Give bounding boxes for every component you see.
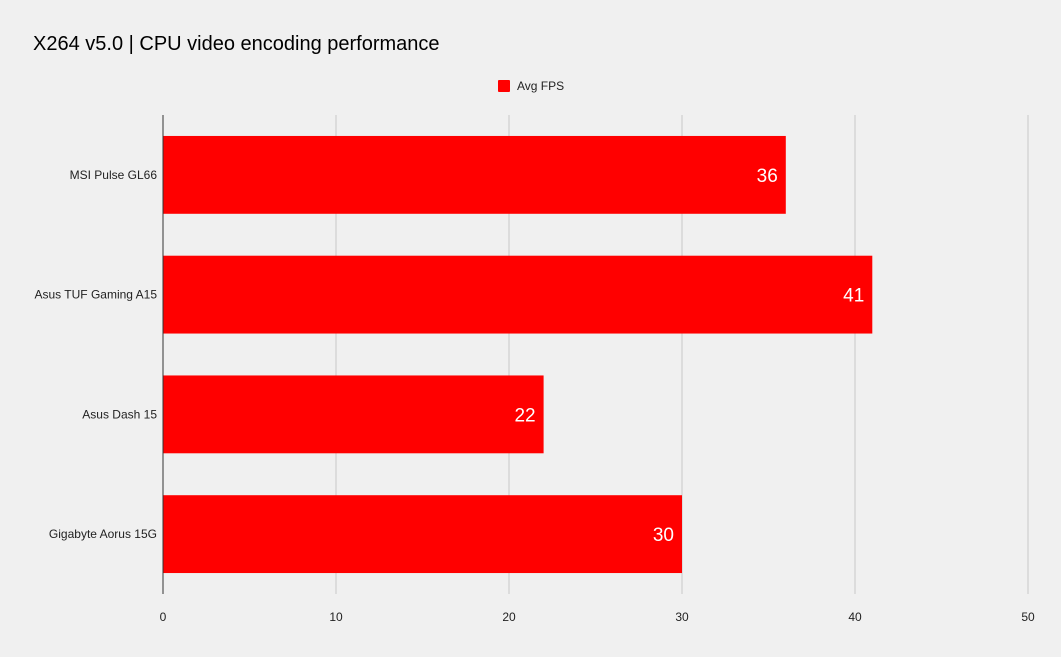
legend-label: Avg FPS xyxy=(517,79,564,93)
category-labels: MSI Pulse GL66 Asus TUF Gaming A15 Asus Da… xyxy=(35,168,158,541)
category-label: MSI Pulse GL66 xyxy=(70,168,158,182)
legend: Avg FPS xyxy=(498,79,564,93)
x-tick-label: 30 xyxy=(675,610,689,624)
bar xyxy=(163,135,786,214)
x-tick-label: 10 xyxy=(329,610,343,624)
category-label: Gigabyte Aorus 15G xyxy=(49,527,157,541)
data-label: 30 xyxy=(653,525,674,546)
data-label: 41 xyxy=(843,286,864,307)
data-label: 36 xyxy=(757,166,778,187)
category-label: Asus TUF Gaming A15 xyxy=(35,288,158,302)
x-tick-label: 0 xyxy=(160,610,167,624)
category-label: Asus Dash 15 xyxy=(82,407,157,421)
bar xyxy=(163,255,873,334)
bars: 36 41 22 30 xyxy=(163,135,873,574)
data-label: 22 xyxy=(514,405,535,426)
chart-title: X264 v5.0 | CPU video encoding performan… xyxy=(33,33,440,55)
x-tick-label: 40 xyxy=(848,610,862,624)
x-tick-label: 50 xyxy=(1021,610,1035,624)
legend-swatch xyxy=(498,80,510,92)
bar xyxy=(163,495,682,574)
x-tick-label: 20 xyxy=(502,610,516,624)
x-tick-labels: 0 10 20 30 40 50 xyxy=(160,610,1035,624)
bar xyxy=(163,375,544,454)
